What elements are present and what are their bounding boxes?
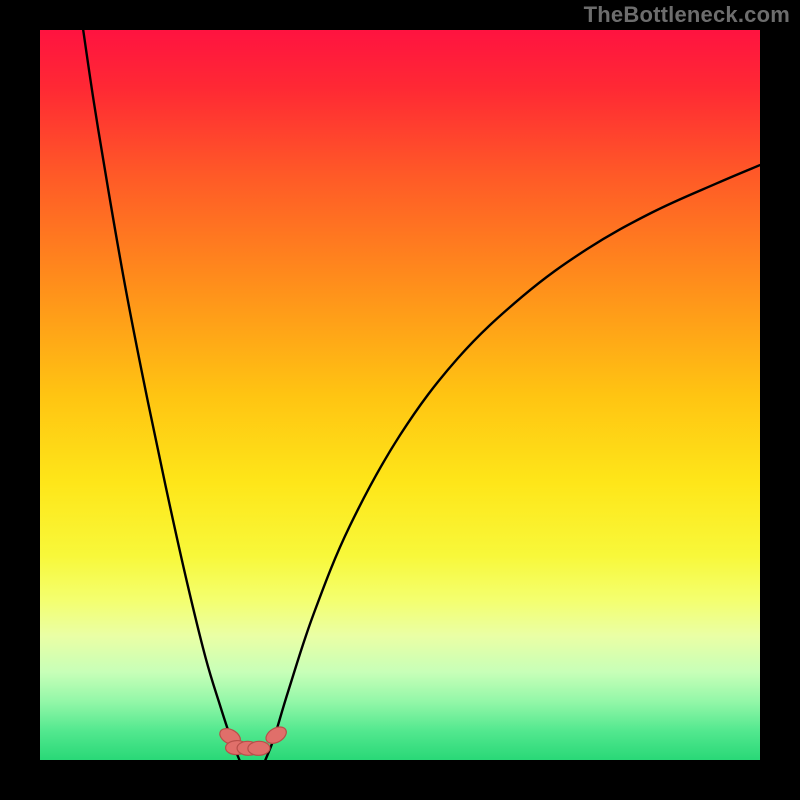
- chart-svg: [0, 0, 800, 800]
- plot-area: [40, 30, 760, 760]
- bottleneck-chart: TheBottleneck.com: [0, 0, 800, 800]
- marker-3: [248, 741, 270, 756]
- watermark-text: TheBottleneck.com: [584, 2, 790, 28]
